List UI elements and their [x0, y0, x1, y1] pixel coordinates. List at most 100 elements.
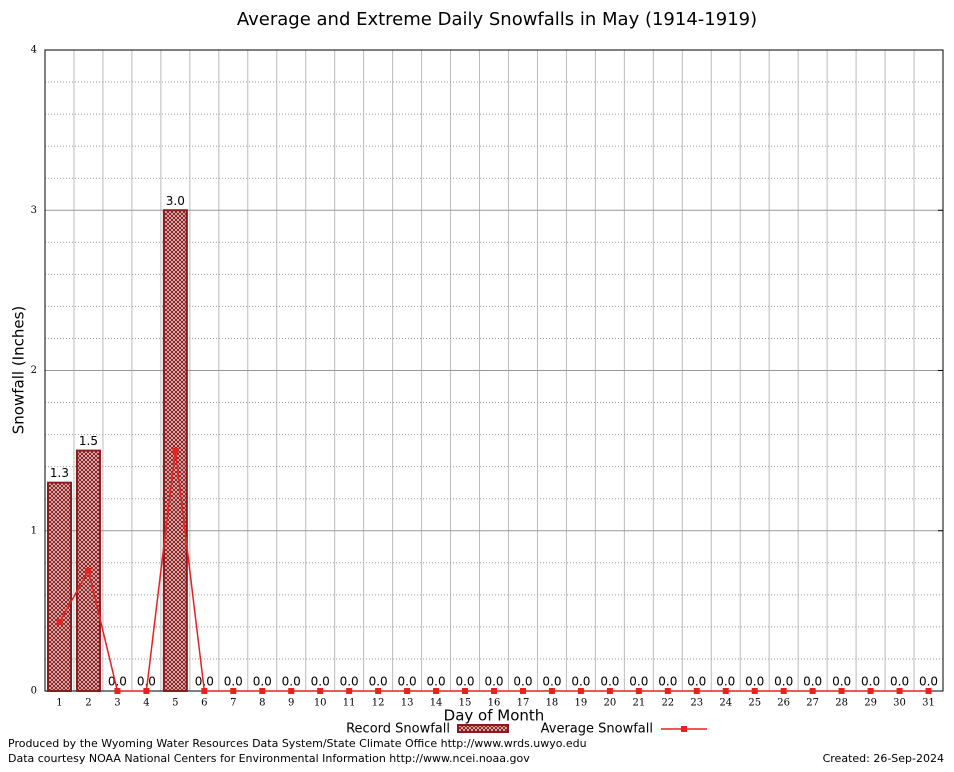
y-tick-label: 4 [31, 45, 37, 56]
point [635, 688, 642, 694]
point [780, 688, 787, 694]
value-label: 3.0 [166, 194, 185, 208]
point [462, 688, 469, 694]
legend-swatch [457, 724, 509, 733]
x-tick-label: 13 [401, 698, 414, 709]
x-tick-label: 14 [430, 698, 443, 709]
point [259, 688, 266, 694]
value-label: 0.0 [890, 675, 909, 689]
value-label: 0.0 [108, 675, 127, 689]
point [751, 688, 758, 694]
x-tick-label: 29 [864, 698, 877, 709]
x-tick-label: 20 [604, 698, 617, 709]
x-tick-label: 16 [488, 698, 501, 709]
point [491, 688, 497, 694]
value-label: 0.0 [137, 675, 156, 689]
x-tick-label: 17 [517, 698, 530, 709]
x-tick-label: 8 [259, 698, 265, 709]
x-tick-label: 23 [690, 698, 703, 709]
x-tick-label: 30 [893, 698, 906, 709]
value-label: 0.0 [253, 675, 272, 689]
value-label: 0.0 [803, 675, 822, 689]
point [867, 688, 874, 694]
legend-marker [681, 726, 687, 732]
value-label: 0.0 [919, 675, 938, 689]
chart-title: Average and Extreme Daily Snowfalls in M… [237, 9, 757, 30]
value-label: 0.0 [716, 675, 735, 689]
value-label: 0.0 [195, 675, 214, 689]
legend-label: Record Snowfall [346, 722, 450, 737]
legend-label: Average Snowfall [541, 722, 653, 737]
x-tick-label: 15 [459, 698, 472, 709]
point [288, 688, 295, 694]
x-tick-label: 27 [806, 698, 819, 709]
value-label: 0.0 [369, 675, 388, 689]
value-label: 0.0 [542, 675, 561, 689]
x-tick-label: 31 [922, 698, 935, 709]
point [317, 688, 324, 694]
point [925, 688, 932, 694]
x-tick-label: 18 [546, 698, 559, 709]
x-tick-label: 10 [314, 698, 327, 709]
point [56, 619, 63, 626]
value-label: 0.0 [455, 675, 474, 689]
value-label: 0.0 [571, 675, 590, 689]
footer-text: Produced by the Wyoming Water Resources … [8, 737, 587, 750]
point [230, 688, 237, 694]
value-label: 0.0 [629, 675, 648, 689]
plot: 1.3 1.5 0.0 0.0 3.0 0.0 0.0 0.0 0.0 0.0 0.0 0.0 0.0 0… [46, 194, 938, 694]
value-label: 0.0 [398, 675, 417, 689]
x-tick-label: 3 [114, 698, 120, 709]
y-axis-label: Snowfall (Inches) [10, 306, 28, 434]
y-tick-label: 0 [31, 686, 37, 697]
value-label: 0.0 [687, 675, 706, 689]
value-label: 1.3 [50, 466, 69, 480]
x-tick-label: 25 [748, 698, 761, 709]
x-tick-label: 19 [575, 698, 588, 709]
x-tick-label: 21 [632, 698, 645, 709]
grid [44, 49, 944, 692]
value-label: 0.0 [224, 675, 243, 689]
footer-text: Created: 26-Sep-2024 [823, 752, 944, 765]
value-label: 0.0 [282, 675, 301, 689]
point [375, 688, 382, 694]
value-label: 0.0 [311, 675, 330, 689]
value-label: 0.0 [658, 675, 677, 689]
y-tick-label: 3 [31, 205, 37, 216]
bar [46, 481, 72, 692]
point [85, 567, 92, 574]
x-tick-label: 6 [201, 698, 207, 709]
x-tick-label: 9 [288, 698, 294, 709]
x-tick-label: 11 [343, 698, 356, 709]
point [519, 688, 526, 694]
point [809, 688, 816, 694]
point [838, 688, 845, 694]
point [201, 688, 208, 694]
point [346, 688, 353, 694]
value-label: 1.5 [79, 434, 98, 448]
value-label: 0.0 [600, 675, 619, 689]
point [693, 688, 700, 694]
value-label: 0.0 [832, 675, 851, 689]
point [433, 688, 440, 694]
y-tick-label: 1 [31, 525, 37, 536]
x-tick-label: 12 [372, 698, 385, 709]
x-tick-label: 2 [85, 698, 91, 709]
point [606, 688, 613, 694]
value-label: 0.0 [861, 675, 880, 689]
y-tick-label: 2 [31, 365, 37, 376]
point [548, 688, 555, 694]
point [404, 688, 411, 694]
footer-text: Data courtesy NOAA National Centers for … [8, 752, 530, 765]
x-tick-label: 22 [661, 698, 674, 709]
point [143, 688, 150, 694]
x-tick-label: 7 [230, 698, 236, 709]
point [722, 688, 729, 694]
value-label: 0.0 [484, 675, 503, 689]
value-label: 0.0 [427, 675, 446, 689]
point [114, 688, 121, 694]
point [896, 688, 903, 694]
value-label: 0.0 [513, 675, 532, 689]
